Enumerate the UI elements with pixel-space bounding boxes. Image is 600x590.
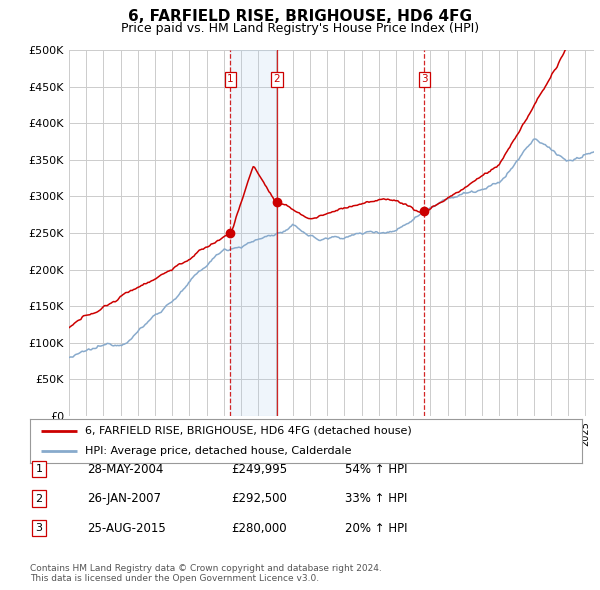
Text: This data is licensed under the Open Government Licence v3.0.: This data is licensed under the Open Gov…	[30, 574, 319, 583]
Text: Price paid vs. HM Land Registry's House Price Index (HPI): Price paid vs. HM Land Registry's House …	[121, 22, 479, 35]
Text: 3: 3	[35, 523, 43, 533]
Text: 25-AUG-2015: 25-AUG-2015	[87, 522, 166, 535]
Text: 54% ↑ HPI: 54% ↑ HPI	[345, 463, 407, 476]
Text: £292,500: £292,500	[231, 492, 287, 505]
Text: 6, FARFIELD RISE, BRIGHOUSE, HD6 4FG: 6, FARFIELD RISE, BRIGHOUSE, HD6 4FG	[128, 9, 472, 24]
Bar	[230, 50, 277, 416]
Text: 1: 1	[35, 464, 43, 474]
Text: 1: 1	[227, 74, 234, 84]
Text: 3: 3	[421, 74, 428, 84]
Text: 26-JAN-2007: 26-JAN-2007	[87, 492, 161, 505]
Text: 2: 2	[274, 74, 280, 84]
Text: Contains HM Land Registry data © Crown copyright and database right 2024.: Contains HM Land Registry data © Crown c…	[30, 565, 382, 573]
Text: HPI: Average price, detached house, Calderdale: HPI: Average price, detached house, Cald…	[85, 446, 352, 456]
Text: 28-MAY-2004: 28-MAY-2004	[87, 463, 163, 476]
Text: 33% ↑ HPI: 33% ↑ HPI	[345, 492, 407, 505]
Text: £249,995: £249,995	[231, 463, 287, 476]
Text: £280,000: £280,000	[231, 522, 287, 535]
Text: 20% ↑ HPI: 20% ↑ HPI	[345, 522, 407, 535]
Text: 2: 2	[35, 494, 43, 503]
Text: 6, FARFIELD RISE, BRIGHOUSE, HD6 4FG (detached house): 6, FARFIELD RISE, BRIGHOUSE, HD6 4FG (de…	[85, 426, 412, 436]
